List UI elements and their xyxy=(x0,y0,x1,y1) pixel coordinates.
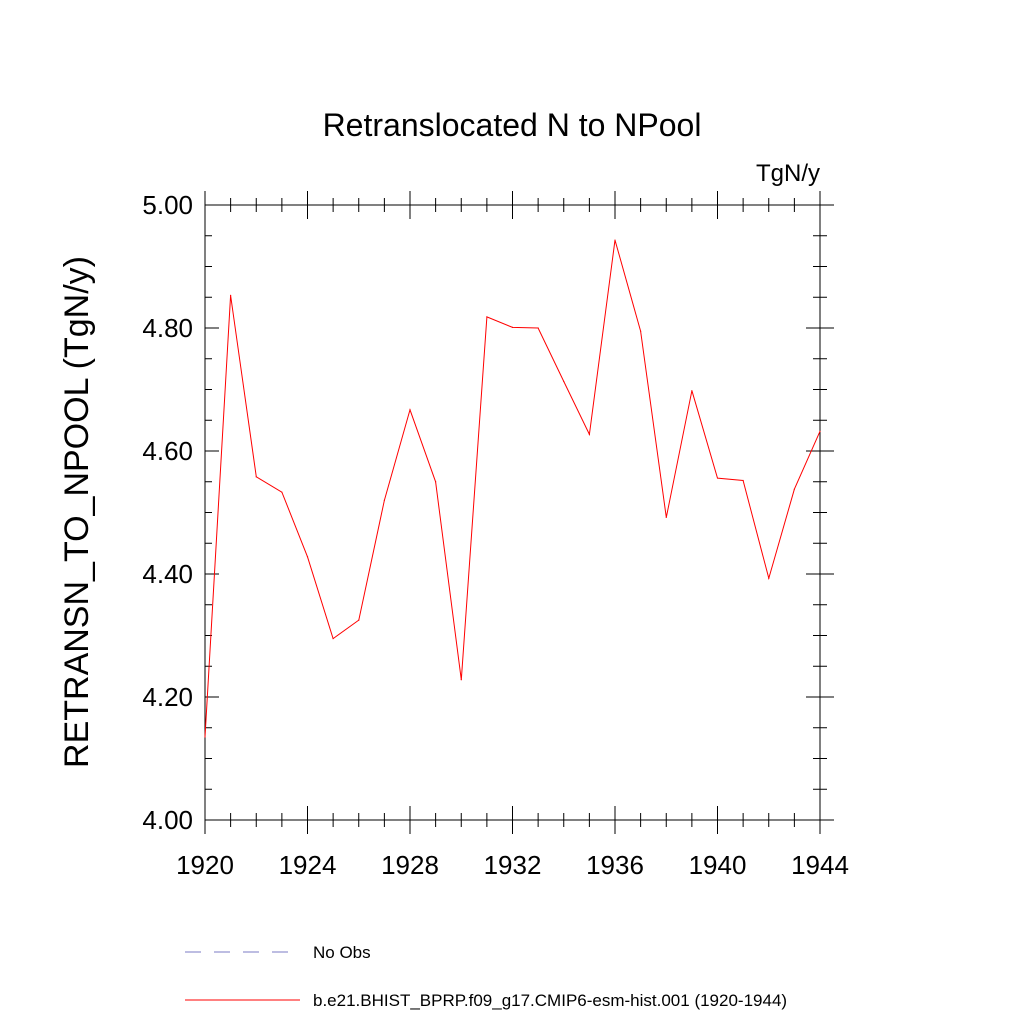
legend-label-model: b.e21.BHIST_BPRP.f09_g17.CMIP6-esm-hist.… xyxy=(313,991,787,1010)
data-point xyxy=(230,294,232,297)
data-point xyxy=(588,433,590,435)
y-axis-label: RETRANSN_TO_NPOOL (TgN/y) xyxy=(58,256,96,768)
data-point xyxy=(793,488,795,490)
data-point xyxy=(742,479,744,482)
y-tick-label: 5.00 xyxy=(142,190,193,220)
series-line xyxy=(204,239,821,738)
chart-title: Retranslocated N to NPool xyxy=(323,107,702,143)
data-point xyxy=(486,316,488,318)
data-point xyxy=(306,556,309,558)
data-point xyxy=(768,577,770,579)
data-point xyxy=(383,499,385,501)
data-point xyxy=(614,239,616,241)
data-point xyxy=(640,330,642,332)
data-point xyxy=(358,619,360,621)
y-tick-label: 4.00 xyxy=(142,805,193,835)
data-point xyxy=(255,476,257,478)
data-point xyxy=(435,481,437,483)
data-point xyxy=(460,679,462,681)
x-tick-label: 1940 xyxy=(689,850,747,880)
plot-frame xyxy=(204,204,821,821)
data-point xyxy=(691,390,693,392)
y-tick-label: 4.80 xyxy=(142,313,193,343)
x-tick-label: 1928 xyxy=(381,850,439,880)
axis-ticks xyxy=(204,191,834,834)
x-tick-label: 1944 xyxy=(791,850,849,880)
data-point xyxy=(716,477,719,479)
tick-labels: 4.00 4.20 4.40 4.60 4.80 5.00 1920 1924 1928 1932… xyxy=(142,190,849,880)
data-point xyxy=(665,516,667,519)
x-tick-label: 1924 xyxy=(279,850,337,880)
legend: No Obs b.e21.BHIST_BPRP.f09_g17.CMIP6-es… xyxy=(185,943,787,1010)
data-point xyxy=(409,409,411,411)
legend-label-no-obs: No Obs xyxy=(313,943,371,962)
series-layer xyxy=(204,239,821,738)
data-point xyxy=(204,736,206,738)
y-tick-label: 4.20 xyxy=(142,682,193,712)
x-tick-label: 1920 xyxy=(176,850,234,880)
data-point xyxy=(281,491,283,493)
x-tick-label: 1936 xyxy=(586,850,644,880)
data-point xyxy=(819,430,821,432)
data-point xyxy=(332,637,334,640)
x-tick-label: 1932 xyxy=(484,850,542,880)
data-point xyxy=(511,326,514,328)
data-point xyxy=(563,380,565,383)
units-label: TgN/y xyxy=(756,160,820,187)
data-point xyxy=(537,327,539,329)
y-tick-label: 4.60 xyxy=(142,436,193,466)
y-tick-label: 4.40 xyxy=(142,559,193,589)
